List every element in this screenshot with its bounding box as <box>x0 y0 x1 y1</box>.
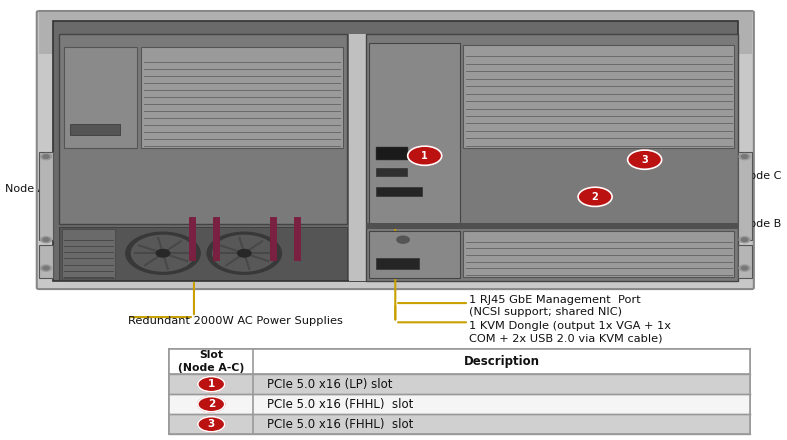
Circle shape <box>238 249 251 257</box>
Text: Node B: Node B <box>741 220 781 229</box>
FancyBboxPatch shape <box>737 245 752 278</box>
Text: Node C: Node C <box>741 171 781 181</box>
Text: 1 RJ45 GbE Management  Port: 1 RJ45 GbE Management Port <box>469 294 641 304</box>
Circle shape <box>198 417 225 432</box>
Circle shape <box>741 266 748 270</box>
Text: 3: 3 <box>208 419 215 429</box>
Text: 1: 1 <box>421 151 428 161</box>
Circle shape <box>627 150 662 169</box>
Circle shape <box>41 265 51 271</box>
FancyBboxPatch shape <box>53 21 737 281</box>
Circle shape <box>739 154 750 160</box>
Circle shape <box>198 377 225 392</box>
FancyBboxPatch shape <box>369 231 460 278</box>
FancyBboxPatch shape <box>169 349 750 434</box>
FancyBboxPatch shape <box>169 414 750 434</box>
Circle shape <box>43 155 49 158</box>
FancyBboxPatch shape <box>64 47 138 148</box>
Circle shape <box>739 237 750 243</box>
FancyBboxPatch shape <box>737 152 752 240</box>
Text: COM + 2x USB 2.0 via KVM cable): COM + 2x USB 2.0 via KVM cable) <box>469 333 663 343</box>
Circle shape <box>207 232 282 274</box>
Circle shape <box>41 237 51 243</box>
FancyBboxPatch shape <box>39 245 53 278</box>
Circle shape <box>198 396 225 412</box>
FancyBboxPatch shape <box>37 11 754 289</box>
Circle shape <box>212 235 276 271</box>
Text: (NCSI support; shared NIC): (NCSI support; shared NIC) <box>469 307 622 317</box>
FancyBboxPatch shape <box>376 147 407 159</box>
Circle shape <box>43 266 49 270</box>
Circle shape <box>741 155 748 158</box>
FancyBboxPatch shape <box>366 34 737 281</box>
FancyBboxPatch shape <box>59 34 347 224</box>
Circle shape <box>408 146 442 165</box>
Text: 3: 3 <box>641 155 648 165</box>
FancyBboxPatch shape <box>169 394 750 414</box>
FancyBboxPatch shape <box>62 229 115 278</box>
FancyBboxPatch shape <box>376 258 419 269</box>
FancyBboxPatch shape <box>376 168 407 176</box>
Text: PCIe 5.0 x16 (LP) slot: PCIe 5.0 x16 (LP) slot <box>268 378 393 391</box>
Text: 1 KVM Dongle (output 1x VGA + 1x: 1 KVM Dongle (output 1x VGA + 1x <box>469 321 671 331</box>
FancyBboxPatch shape <box>39 152 53 240</box>
FancyBboxPatch shape <box>464 45 734 148</box>
Circle shape <box>41 154 51 160</box>
Text: 1: 1 <box>208 379 215 389</box>
FancyBboxPatch shape <box>464 231 734 277</box>
Text: Description: Description <box>464 355 540 368</box>
Text: Redundant 2000W AC Power Supplies: Redundant 2000W AC Power Supplies <box>128 316 343 326</box>
FancyBboxPatch shape <box>169 374 750 394</box>
FancyBboxPatch shape <box>366 224 737 229</box>
Text: 2: 2 <box>592 192 598 202</box>
Circle shape <box>741 238 748 242</box>
FancyBboxPatch shape <box>169 349 750 374</box>
FancyBboxPatch shape <box>59 227 347 280</box>
Circle shape <box>578 187 612 206</box>
FancyBboxPatch shape <box>369 43 460 224</box>
Text: PCIe 5.0 x16 (FHHL)  slot: PCIe 5.0 x16 (FHHL) slot <box>268 398 414 411</box>
Circle shape <box>131 235 194 271</box>
Circle shape <box>739 265 750 271</box>
Circle shape <box>43 238 49 242</box>
Text: Slot
(Node A-C): Slot (Node A-C) <box>178 350 245 373</box>
FancyBboxPatch shape <box>39 12 752 54</box>
Text: Node A: Node A <box>5 184 46 194</box>
FancyBboxPatch shape <box>376 187 423 196</box>
Text: 2: 2 <box>208 399 215 409</box>
Circle shape <box>126 232 200 274</box>
Circle shape <box>397 236 409 243</box>
Circle shape <box>157 249 170 257</box>
FancyBboxPatch shape <box>349 34 366 281</box>
FancyBboxPatch shape <box>142 47 342 148</box>
Text: PCIe 5.0 x16 (FHHL)  slot: PCIe 5.0 x16 (FHHL) slot <box>268 418 414 431</box>
FancyBboxPatch shape <box>70 124 120 135</box>
